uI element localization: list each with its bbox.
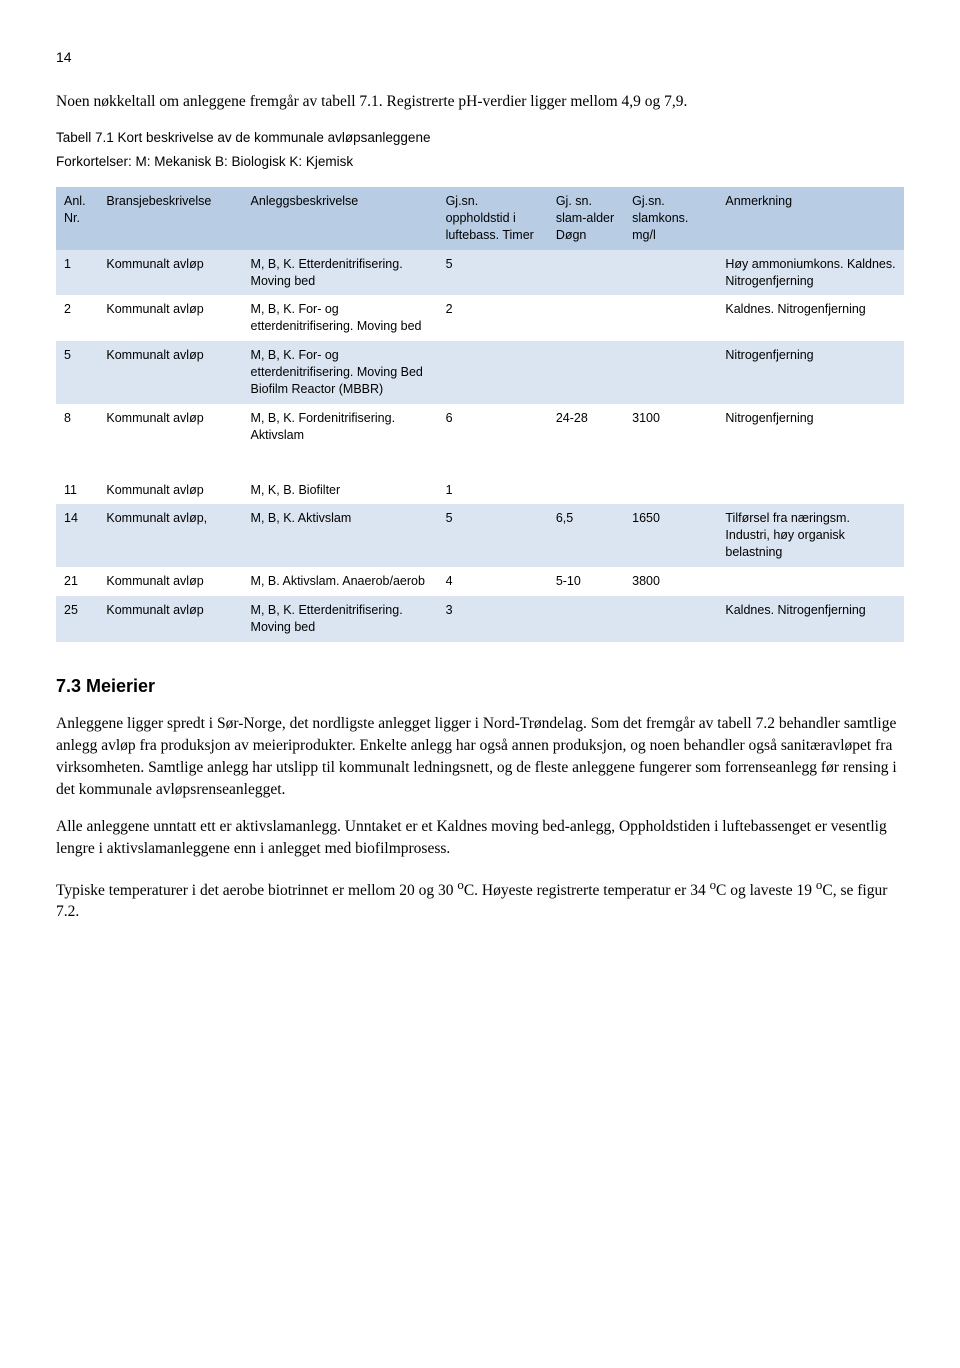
cell-mgl: 3800 bbox=[624, 567, 717, 596]
cell-mgl: 1650 bbox=[624, 504, 717, 567]
page-number: 14 bbox=[56, 48, 904, 67]
cell-mgl bbox=[624, 476, 717, 505]
cell-timer: 6 bbox=[438, 404, 548, 450]
data-table: Anl. Nr. Bransjebeskrivelse Anleggsbeskr… bbox=[56, 187, 904, 642]
cell-slam: 24-28 bbox=[548, 404, 624, 450]
cell-slam bbox=[548, 341, 624, 404]
cell-anlegg: M, B, K. Etterdenitrifisering. Moving be… bbox=[243, 250, 438, 296]
cell-anm bbox=[717, 567, 904, 596]
cell-slam: 6,5 bbox=[548, 504, 624, 567]
col-anlegg: Anleggsbeskrivelse bbox=[243, 187, 438, 250]
cell-nr: 2 bbox=[56, 295, 98, 341]
table-gap bbox=[56, 450, 904, 476]
table-row: 14 Kommunalt avløp, M, B, K. Aktivslam 5… bbox=[56, 504, 904, 567]
cell-nr: 11 bbox=[56, 476, 98, 505]
cell-anm: Kaldnes. Nitrogenfjerning bbox=[717, 295, 904, 341]
col-bransje: Bransjebeskrivelse bbox=[98, 187, 242, 250]
table-row: 2 Kommunalt avløp M, B, K. For- og etter… bbox=[56, 295, 904, 341]
cell-anlegg: M, B, K. Etterdenitrifisering. Moving be… bbox=[243, 596, 438, 642]
col-timer: Gj.sn. oppholdstid i luftebass. Timer bbox=[438, 187, 548, 250]
cell-timer: 1 bbox=[438, 476, 548, 505]
cell-anm: Høy ammoniumkons. Kaldnes. Nitrogenfjern… bbox=[717, 250, 904, 296]
col-slam: Gj. sn. slam-alder Døgn bbox=[548, 187, 624, 250]
table-title: Tabell 7.1 Kort beskrivelse av de kommun… bbox=[56, 129, 904, 147]
cell-bransje: Kommunalt avløp bbox=[98, 476, 242, 505]
cell-anlegg: M, K, B. Biofilter bbox=[243, 476, 438, 505]
cell-anm: Nitrogenfjerning bbox=[717, 404, 904, 450]
cell-anm bbox=[717, 476, 904, 505]
cell-nr: 14 bbox=[56, 504, 98, 567]
cell-bransje: Kommunalt avløp bbox=[98, 404, 242, 450]
table-row: 21 Kommunalt avløp M, B. Aktivslam. Anae… bbox=[56, 567, 904, 596]
table-row: 1 Kommunalt avløp M, B, K. Etterdenitrif… bbox=[56, 250, 904, 296]
cell-mgl bbox=[624, 250, 717, 296]
cell-nr: 8 bbox=[56, 404, 98, 450]
cell-anm: Nitrogenfjerning bbox=[717, 341, 904, 404]
cell-bransje: Kommunalt avløp bbox=[98, 295, 242, 341]
cell-timer: 4 bbox=[438, 567, 548, 596]
p3-seg-b: C. Høyeste registrerte temperatur er 34 bbox=[464, 882, 710, 899]
cell-anlegg: M, B, K. For- og etterdenitrifisering. M… bbox=[243, 295, 438, 341]
cell-anlegg: M, B, K. For- og etterdenitrifisering. M… bbox=[243, 341, 438, 404]
cell-nr: 25 bbox=[56, 596, 98, 642]
cell-timer: 5 bbox=[438, 250, 548, 296]
table-row: 11 Kommunalt avløp M, K, B. Biofilter 1 bbox=[56, 476, 904, 505]
cell-nr: 1 bbox=[56, 250, 98, 296]
cell-mgl bbox=[624, 596, 717, 642]
cell-bransje: Kommunalt avløp bbox=[98, 596, 242, 642]
cell-anm: Tilførsel fra næringsm. Industri, høy or… bbox=[717, 504, 904, 567]
col-mgl: Gj.sn. slamkons. mg/l bbox=[624, 187, 717, 250]
table-row: 8 Kommunalt avløp M, B, K. Fordenitrifis… bbox=[56, 404, 904, 450]
table-header-row: Anl. Nr. Bransjebeskrivelse Anleggsbeskr… bbox=[56, 187, 904, 250]
body-paragraph-2: Alle anleggene unntatt ett er aktivslama… bbox=[56, 816, 904, 859]
table-abbrev: Forkortelser: M: Mekanisk B: Biologisk K… bbox=[56, 153, 904, 171]
intro-paragraph: Noen nøkkeltall om anleggene fremgår av … bbox=[56, 91, 904, 113]
body-paragraph-3: Typiske temperaturer i det aerobe biotri… bbox=[56, 876, 904, 924]
cell-nr: 21 bbox=[56, 567, 98, 596]
cell-bransje: Kommunalt avløp bbox=[98, 250, 242, 296]
cell-bransje: Kommunalt avløp bbox=[98, 567, 242, 596]
col-nr: Anl. Nr. bbox=[56, 187, 98, 250]
p3-seg-a: Typiske temperaturer i det aerobe biotri… bbox=[56, 882, 457, 899]
cell-mgl bbox=[624, 341, 717, 404]
table-row: 5 Kommunalt avløp M, B, K. For- og etter… bbox=[56, 341, 904, 404]
cell-timer: 2 bbox=[438, 295, 548, 341]
cell-anlegg: M, B, K. Aktivslam bbox=[243, 504, 438, 567]
body-paragraph-1: Anleggene ligger spredt i Sør-Norge, det… bbox=[56, 713, 904, 800]
cell-slam bbox=[548, 596, 624, 642]
cell-bransje: Kommunalt avløp, bbox=[98, 504, 242, 567]
cell-timer bbox=[438, 341, 548, 404]
cell-bransje: Kommunalt avløp bbox=[98, 341, 242, 404]
cell-anlegg: M, B. Aktivslam. Anaerob/aerob bbox=[243, 567, 438, 596]
section-heading: 7.3 Meierier bbox=[56, 674, 904, 698]
col-anm: Anmerkning bbox=[717, 187, 904, 250]
p3-seg-c: C og laveste 19 bbox=[716, 882, 816, 899]
cell-slam: 5-10 bbox=[548, 567, 624, 596]
cell-anm: Kaldnes. Nitrogenfjerning bbox=[717, 596, 904, 642]
cell-slam bbox=[548, 295, 624, 341]
table-row: 25 Kommunalt avløp M, B, K. Etterdenitri… bbox=[56, 596, 904, 642]
cell-timer: 3 bbox=[438, 596, 548, 642]
cell-anlegg: M, B, K. Fordenitrifisering. Aktivslam bbox=[243, 404, 438, 450]
cell-slam bbox=[548, 476, 624, 505]
cell-timer: 5 bbox=[438, 504, 548, 567]
cell-slam bbox=[548, 250, 624, 296]
cell-mgl bbox=[624, 295, 717, 341]
cell-nr: 5 bbox=[56, 341, 98, 404]
cell-mgl: 3100 bbox=[624, 404, 717, 450]
